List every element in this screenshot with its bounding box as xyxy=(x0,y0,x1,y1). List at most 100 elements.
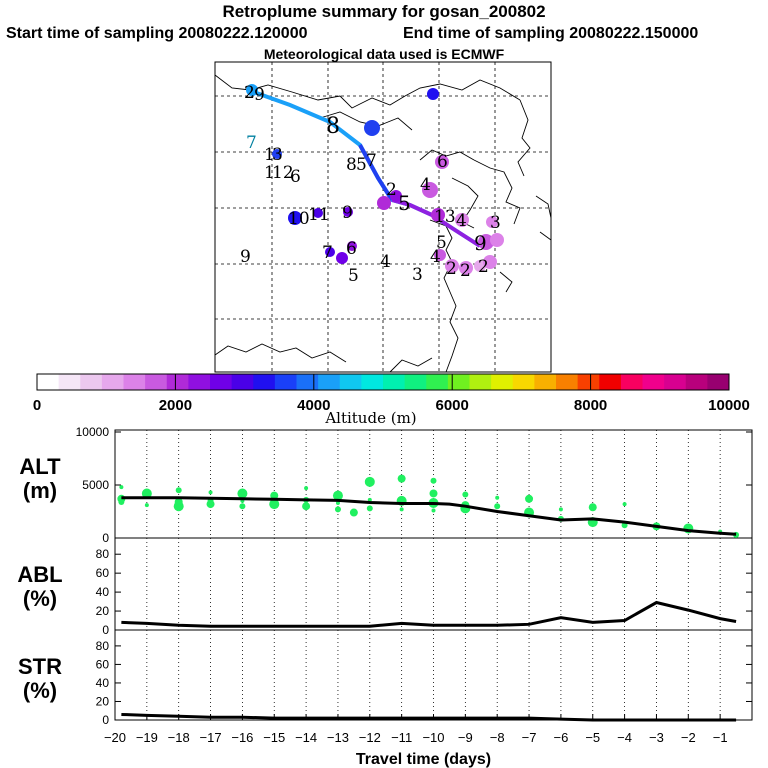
scatter-point xyxy=(208,490,213,495)
y-tick-label: 80 xyxy=(96,639,110,653)
colorbar-swatch xyxy=(339,374,362,390)
svg-text:3: 3 xyxy=(490,213,501,233)
svg-text:11: 11 xyxy=(308,205,330,225)
y-tick-label: 10000 xyxy=(76,425,110,439)
scatter-point xyxy=(239,503,246,510)
svg-text:10: 10 xyxy=(288,209,310,229)
y-tick-label: 0 xyxy=(102,623,109,637)
svg-text:5: 5 xyxy=(356,155,367,175)
y-tick-label: 60 xyxy=(96,566,110,580)
y-tick-label: 0 xyxy=(102,713,109,727)
plume-day-labels: 2 9 8 7 1 3 1 12 6 8 5 7 2 5 10 11 9 9 7… xyxy=(240,83,501,286)
x-tick-label: −18 xyxy=(168,730,190,745)
x-tick-label: −14 xyxy=(295,730,317,745)
svg-text:9: 9 xyxy=(474,231,487,255)
colorbar-swatch xyxy=(383,374,406,390)
colorbar-swatch xyxy=(512,374,535,390)
scatter-point xyxy=(335,501,340,506)
x-tick-label: −2 xyxy=(681,730,696,745)
y-tick-label: 0 xyxy=(102,531,109,545)
scatter-point xyxy=(430,477,437,484)
scatter-point xyxy=(304,486,309,491)
scatter-point xyxy=(269,499,280,510)
scatter-point xyxy=(588,503,597,512)
colorbar-swatch xyxy=(274,374,297,390)
colorbar-swatch xyxy=(469,374,492,390)
svg-text:7: 7 xyxy=(322,243,333,263)
y-tick-label: 20 xyxy=(96,604,110,618)
svg-text:7: 7 xyxy=(366,151,377,171)
svg-text:6: 6 xyxy=(290,167,301,187)
svg-text:7: 7 xyxy=(246,133,257,153)
scatter-point xyxy=(366,505,373,512)
colorbar-swatch xyxy=(80,374,103,390)
colorbar-swatch xyxy=(145,374,168,390)
svg-text:5: 5 xyxy=(436,233,447,253)
chart-title: Retroplume summary for gosan_200802 xyxy=(222,2,546,21)
colorbar-tick-label: 6000 xyxy=(436,397,469,414)
colorbar-swatch xyxy=(577,374,600,390)
colorbar-swatch xyxy=(556,374,579,390)
scatter-point xyxy=(622,502,627,507)
panel-label: STR xyxy=(18,654,62,679)
y-tick-label: 20 xyxy=(96,694,110,708)
x-tick-label: −17 xyxy=(200,730,222,745)
x-tick-label: −13 xyxy=(327,730,349,745)
scatter-point xyxy=(495,495,500,500)
colorbar-swatch xyxy=(253,374,276,390)
colorbar-swatch xyxy=(642,374,665,390)
svg-text:5: 5 xyxy=(398,191,411,215)
x-tick-label: −12 xyxy=(359,730,381,745)
colorbar-swatch xyxy=(426,374,449,390)
coastline xyxy=(214,74,552,373)
x-tick-label: −9 xyxy=(458,730,473,745)
svg-text:1: 1 xyxy=(264,145,275,165)
svg-text:5: 5 xyxy=(348,266,359,286)
colorbar-tick-label: 2000 xyxy=(159,397,192,414)
colorbar-swatch xyxy=(318,374,341,390)
colorbar-swatch xyxy=(664,374,687,390)
svg-text:13: 13 xyxy=(434,207,456,227)
scatter-point xyxy=(332,490,343,501)
met-data-note: Meteorological data used is ECMWF xyxy=(263,46,505,62)
scatter-point xyxy=(141,488,152,499)
x-tick-label: −15 xyxy=(263,730,285,745)
scatter-point xyxy=(494,503,501,510)
colorbar-tick-label: 0 xyxy=(33,397,41,414)
scatter-point xyxy=(270,491,279,500)
svg-text:9: 9 xyxy=(240,247,251,267)
scatter-point xyxy=(364,476,375,487)
colorbar-label: Altitude (m) xyxy=(324,409,416,427)
colorbar-swatch xyxy=(166,374,189,390)
x-tick-label: −1 xyxy=(713,730,728,745)
panel-unit-label: (%) xyxy=(23,678,57,703)
svg-text:9: 9 xyxy=(342,203,353,223)
x-tick-label: −4 xyxy=(617,730,632,745)
scatter-point xyxy=(119,485,124,490)
colorbar-swatch xyxy=(599,374,622,390)
series-line-str xyxy=(121,712,737,722)
colorbar-tick-label: 10000 xyxy=(708,397,750,414)
svg-text:3: 3 xyxy=(412,265,423,285)
x-tick-label: −10 xyxy=(422,730,444,745)
svg-text:4: 4 xyxy=(456,211,467,231)
colorbar-tick-label: 8000 xyxy=(574,397,607,414)
scatter-point xyxy=(558,507,563,512)
scatter-point xyxy=(334,506,341,513)
colorbar-swatch xyxy=(404,374,427,390)
time-series-panels: 0500010000ALT(m)020406080ABL(%)020406080… xyxy=(17,425,753,768)
scatter-point xyxy=(367,497,372,502)
scatter-point xyxy=(429,489,438,498)
colorbar-swatch xyxy=(231,374,254,390)
y-tick-label: 60 xyxy=(96,657,110,671)
scatter-point xyxy=(431,508,436,513)
colorbar-swatch xyxy=(37,374,60,390)
colorbar-swatch xyxy=(361,374,384,390)
series-line-abl xyxy=(121,600,737,628)
scatter-point xyxy=(397,474,406,483)
panel-label: ALT xyxy=(19,454,61,479)
svg-text:2: 2 xyxy=(446,259,457,279)
svg-text:2: 2 xyxy=(460,261,471,281)
colorbar-swatch xyxy=(123,374,146,390)
map-panel: 2 9 8 7 1 3 1 12 6 8 5 7 2 5 10 11 9 9 7… xyxy=(214,61,552,373)
